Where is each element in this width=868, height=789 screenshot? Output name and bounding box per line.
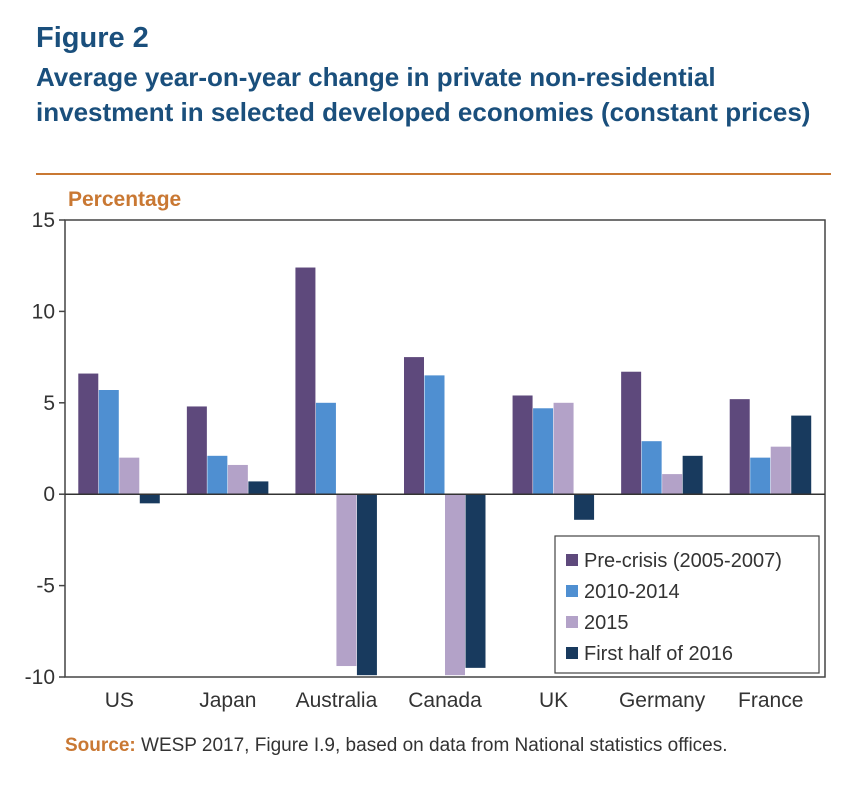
figure-label: Figure 2	[36, 22, 149, 54]
x-tick-label: Japan	[199, 689, 256, 712]
bar	[78, 373, 99, 495]
figure-title: Average year-on-year change in private n…	[36, 62, 811, 127]
bar	[295, 267, 316, 495]
plot-frame	[64, 219, 826, 678]
bar	[404, 357, 424, 495]
bar	[574, 494, 595, 520]
bar	[662, 474, 683, 495]
bars-group	[78, 267, 812, 676]
y-ticks-group: 15 10 5 0 -5 -10	[25, 209, 65, 689]
x-tick-label: France	[738, 689, 803, 712]
legend: Pre-crisis (2005-2007) 2010-2014 2015 First…	[554, 535, 820, 674]
bar	[750, 457, 771, 495]
legend-swatch	[566, 585, 578, 597]
x-tick-label: US	[105, 689, 134, 712]
x-tick-label: Australia	[296, 689, 378, 712]
bar	[553, 402, 574, 495]
y-axis-label: Percentage	[68, 188, 181, 211]
bar	[336, 494, 357, 667]
y-tick-label: 10	[32, 300, 55, 323]
bar	[512, 395, 533, 495]
bar	[770, 446, 791, 495]
x-tick-label: Germany	[619, 689, 706, 712]
bar	[533, 408, 554, 495]
x-tick-label: Canada	[408, 689, 482, 712]
source-text: WESP 2017, Figure I.9, based on data fro…	[135, 735, 728, 756]
bar	[186, 406, 207, 495]
bar	[641, 441, 662, 495]
legend-label: 2010-2014	[584, 581, 680, 603]
source-note: Source: WESP 2017, Figure I.9, based on …	[65, 735, 728, 757]
bar	[465, 494, 486, 668]
bar	[227, 464, 248, 495]
bar	[424, 375, 445, 495]
bar	[207, 455, 228, 495]
source-label: Source:	[65, 735, 136, 756]
bar	[621, 371, 642, 495]
legend-swatch	[566, 647, 578, 659]
bar	[248, 481, 269, 495]
bar	[791, 415, 812, 495]
legend-swatch	[566, 554, 578, 566]
y-tick-label: 15	[32, 209, 55, 232]
bar	[445, 494, 465, 676]
legend-label: Pre-crisis (2005-2007)	[584, 550, 782, 572]
title-divider	[36, 173, 831, 175]
legend-label: 2015	[584, 612, 629, 634]
y-tick-label: 5	[43, 392, 55, 415]
y-tick-label: -5	[36, 575, 55, 598]
legend-box	[554, 535, 820, 674]
bar	[98, 390, 119, 495]
bar	[356, 494, 377, 676]
x-tick-labels-group: US Japan Australia Canada UK Germany France	[105, 689, 804, 712]
bar	[119, 457, 140, 495]
legend-swatch	[566, 616, 578, 628]
legend-label: First half of 2016	[584, 643, 733, 665]
bar	[729, 399, 750, 495]
y-tick-label: 0	[43, 483, 55, 506]
y-tick-label: -10	[25, 666, 55, 689]
bar	[315, 402, 336, 495]
x-tick-label: UK	[539, 689, 568, 712]
bar	[682, 455, 703, 495]
bar	[139, 494, 160, 504]
